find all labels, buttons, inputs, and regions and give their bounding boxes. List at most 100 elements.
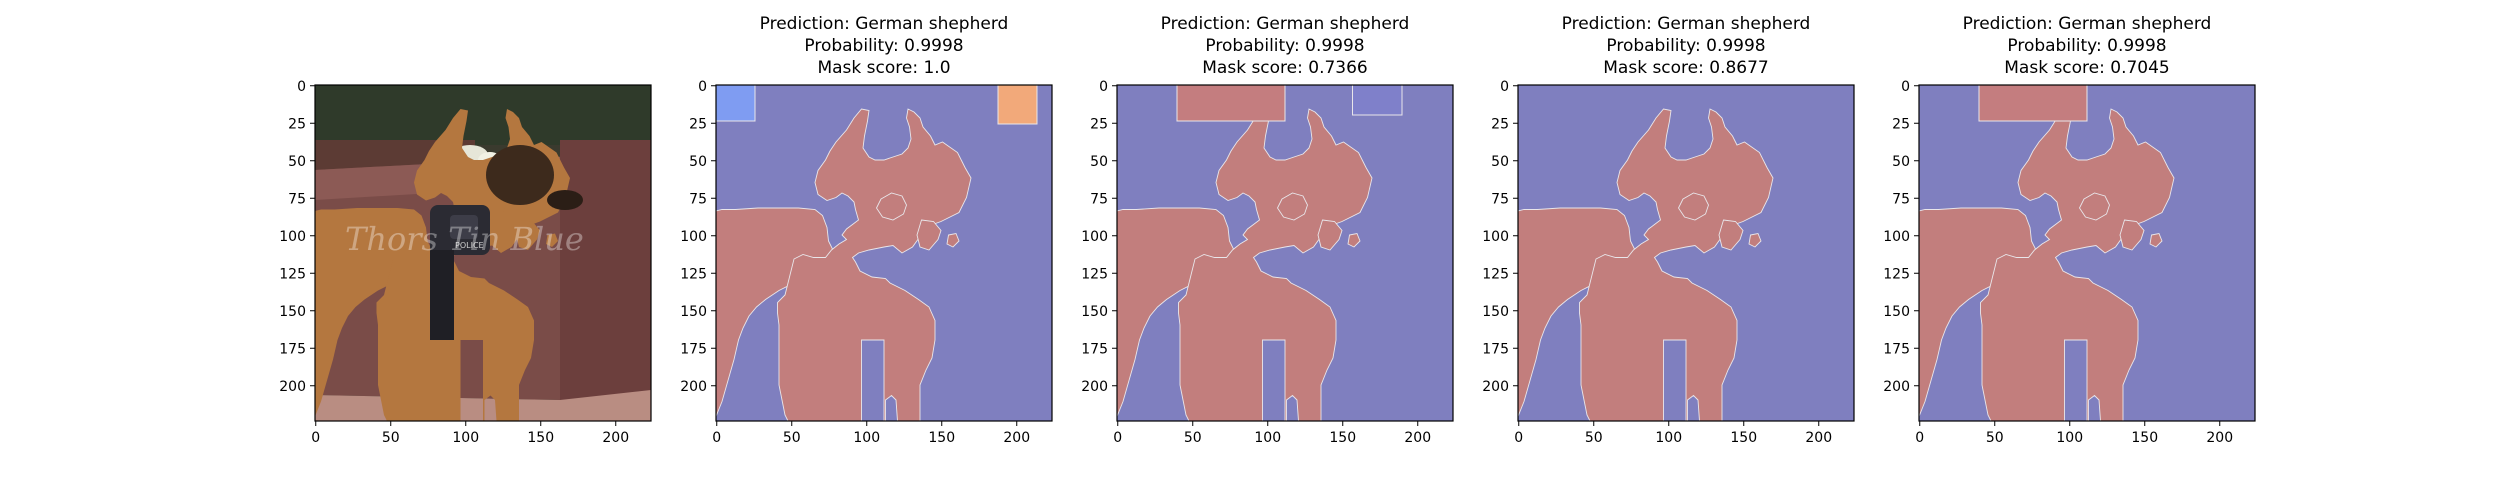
mask-patch <box>997 85 1038 125</box>
y-tick-label: 50 <box>1491 154 1509 170</box>
panel-title-prediction: Prediction: German shepherd <box>1963 14 2212 34</box>
y-tick-label: 175 <box>1482 341 1509 357</box>
y-tick-label: 175 <box>1081 341 1108 357</box>
panel-title-mask-score: Mask score: 0.8677 <box>1603 58 1768 78</box>
y-tick-label: 0 <box>1500 79 1509 95</box>
y-tick-label: 0 <box>1901 79 1910 95</box>
mask-image <box>716 85 1052 421</box>
y-ticks: 0 25 50 75 100 125 150 175 200 <box>1482 79 1518 395</box>
x-tick-label: 150 <box>1329 430 1356 446</box>
y-tick-label: 125 <box>1081 266 1108 282</box>
y-tick-label: 100 <box>680 229 707 245</box>
axes-frame <box>1116 84 1454 422</box>
panel-title-prediction: Prediction: German shepherd <box>760 14 1009 34</box>
axes-frame <box>1918 84 2256 422</box>
y-tick-label: 150 <box>279 304 306 320</box>
y-tick-label: 0 <box>698 79 707 95</box>
panel-mask-2: Prediction: German shepherd Probability:… <box>1081 14 1454 446</box>
axes-frame <box>715 84 1053 422</box>
y-tick-label: 25 <box>1090 116 1108 132</box>
y-ticks: 0 25 50 75 100 125 150 175 200 <box>680 79 716 395</box>
x-tick-label: 150 <box>928 430 955 446</box>
y-tick-label: 0 <box>297 79 306 95</box>
harness-text: POLICE <box>455 241 484 250</box>
x-tick-label: 100 <box>2056 430 2083 446</box>
y-tick-label: 50 <box>1090 154 1108 170</box>
y-tick-label: 25 <box>288 116 306 132</box>
y-tick-label: 25 <box>689 116 707 132</box>
mask-image <box>1117 85 1453 421</box>
x-tick-label: 200 <box>1404 430 1431 446</box>
mask-patch <box>1978 85 2088 122</box>
y-tick-label: 175 <box>680 341 707 357</box>
x-tick-label: 200 <box>602 430 629 446</box>
y-tick-label: 25 <box>1491 116 1509 132</box>
y-tick-label: 125 <box>279 266 306 282</box>
y-tick-label: 100 <box>1883 229 1910 245</box>
axes-frame <box>314 84 652 422</box>
panel-mask-4: Prediction: German shepherd Probability:… <box>1883 14 2256 446</box>
y-tick-label: 125 <box>1482 266 1509 282</box>
panel-title-probability: Probability: 0.9998 <box>804 36 963 56</box>
y-ticks: 0 25 50 75 100 125 150 175 200 <box>1883 79 1919 395</box>
y-tick-label: 25 <box>1892 116 1910 132</box>
panel-mask-1: Prediction: German shepherd Probability:… <box>680 14 1053 446</box>
x-ticks: 0 50 100 150 200 <box>311 421 629 446</box>
x-tick-label: 150 <box>1730 430 1757 446</box>
y-tick-label: 200 <box>1883 379 1910 395</box>
panel-mask-3: Prediction: German shepherd Probability:… <box>1482 14 1855 446</box>
mask-image <box>1919 85 2255 421</box>
panel-title-prediction: Prediction: German shepherd <box>1161 14 1410 34</box>
y-tick-label: 75 <box>288 191 306 207</box>
x-tick-label: 150 <box>2131 430 2158 446</box>
y-tick-label: 100 <box>1482 229 1509 245</box>
y-tick-label: 150 <box>1081 304 1108 320</box>
y-tick-label: 125 <box>1883 266 1910 282</box>
panel-title-probability: Probability: 0.9998 <box>1606 36 1765 56</box>
x-tick-label: 0 <box>712 430 721 446</box>
panel-title-mask-score: Mask score: 1.0 <box>817 58 950 78</box>
x-tick-label: 50 <box>1184 430 1202 446</box>
y-tick-label: 150 <box>1883 304 1910 320</box>
y-tick-label: 200 <box>1081 379 1108 395</box>
panel-photo: POLICE Thors Tin Blue 0 50 100 150 200 0 25 50… <box>279 79 652 446</box>
y-tick-label: 50 <box>689 154 707 170</box>
y-tick-label: 50 <box>288 154 306 170</box>
x-ticks: 0 50 100 150 200 <box>1915 421 2233 446</box>
watermark-text: Thors Tin Blue <box>345 220 584 258</box>
y-tick-label: 175 <box>1883 341 1910 357</box>
y-tick-label: 175 <box>279 341 306 357</box>
y-tick-label: 200 <box>1482 379 1509 395</box>
x-tick-label: 0 <box>1514 430 1523 446</box>
x-tick-label: 50 <box>783 430 801 446</box>
x-ticks: 0 50 100 150 200 <box>712 421 1030 446</box>
y-ticks: 0 25 50 75 100 125 150 175 200 <box>279 79 315 395</box>
x-tick-label: 100 <box>1655 430 1682 446</box>
axes-frame <box>1517 84 1855 422</box>
x-tick-label: 150 <box>527 430 554 446</box>
panel-title-probability: Probability: 0.9998 <box>2007 36 2166 56</box>
y-tick-label: 125 <box>680 266 707 282</box>
y-tick-label: 75 <box>1491 191 1509 207</box>
x-tick-label: 200 <box>1805 430 1832 446</box>
panel-title-prediction: Prediction: German shepherd <box>1562 14 1811 34</box>
y-ticks: 0 25 50 75 100 125 150 175 200 <box>1081 79 1117 395</box>
x-ticks: 0 50 100 150 200 <box>1113 421 1431 446</box>
y-tick-label: 100 <box>1081 229 1108 245</box>
y-tick-label: 100 <box>279 229 306 245</box>
y-tick-label: 200 <box>680 379 707 395</box>
y-tick-label: 75 <box>1090 191 1108 207</box>
y-tick-label: 150 <box>680 304 707 320</box>
panel-title-mask-score: Mask score: 0.7045 <box>2004 58 2169 78</box>
x-tick-label: 50 <box>382 430 400 446</box>
y-tick-label: 75 <box>689 191 707 207</box>
x-ticks: 0 50 100 150 200 <box>1514 421 1832 446</box>
y-tick-label: 50 <box>1892 154 1910 170</box>
x-tick-label: 50 <box>1585 430 1603 446</box>
x-tick-label: 0 <box>1113 430 1122 446</box>
y-tick-label: 200 <box>279 379 306 395</box>
panel-title-probability: Probability: 0.9998 <box>1205 36 1364 56</box>
mask-patch <box>1352 85 1403 116</box>
x-tick-label: 0 <box>1915 430 1924 446</box>
